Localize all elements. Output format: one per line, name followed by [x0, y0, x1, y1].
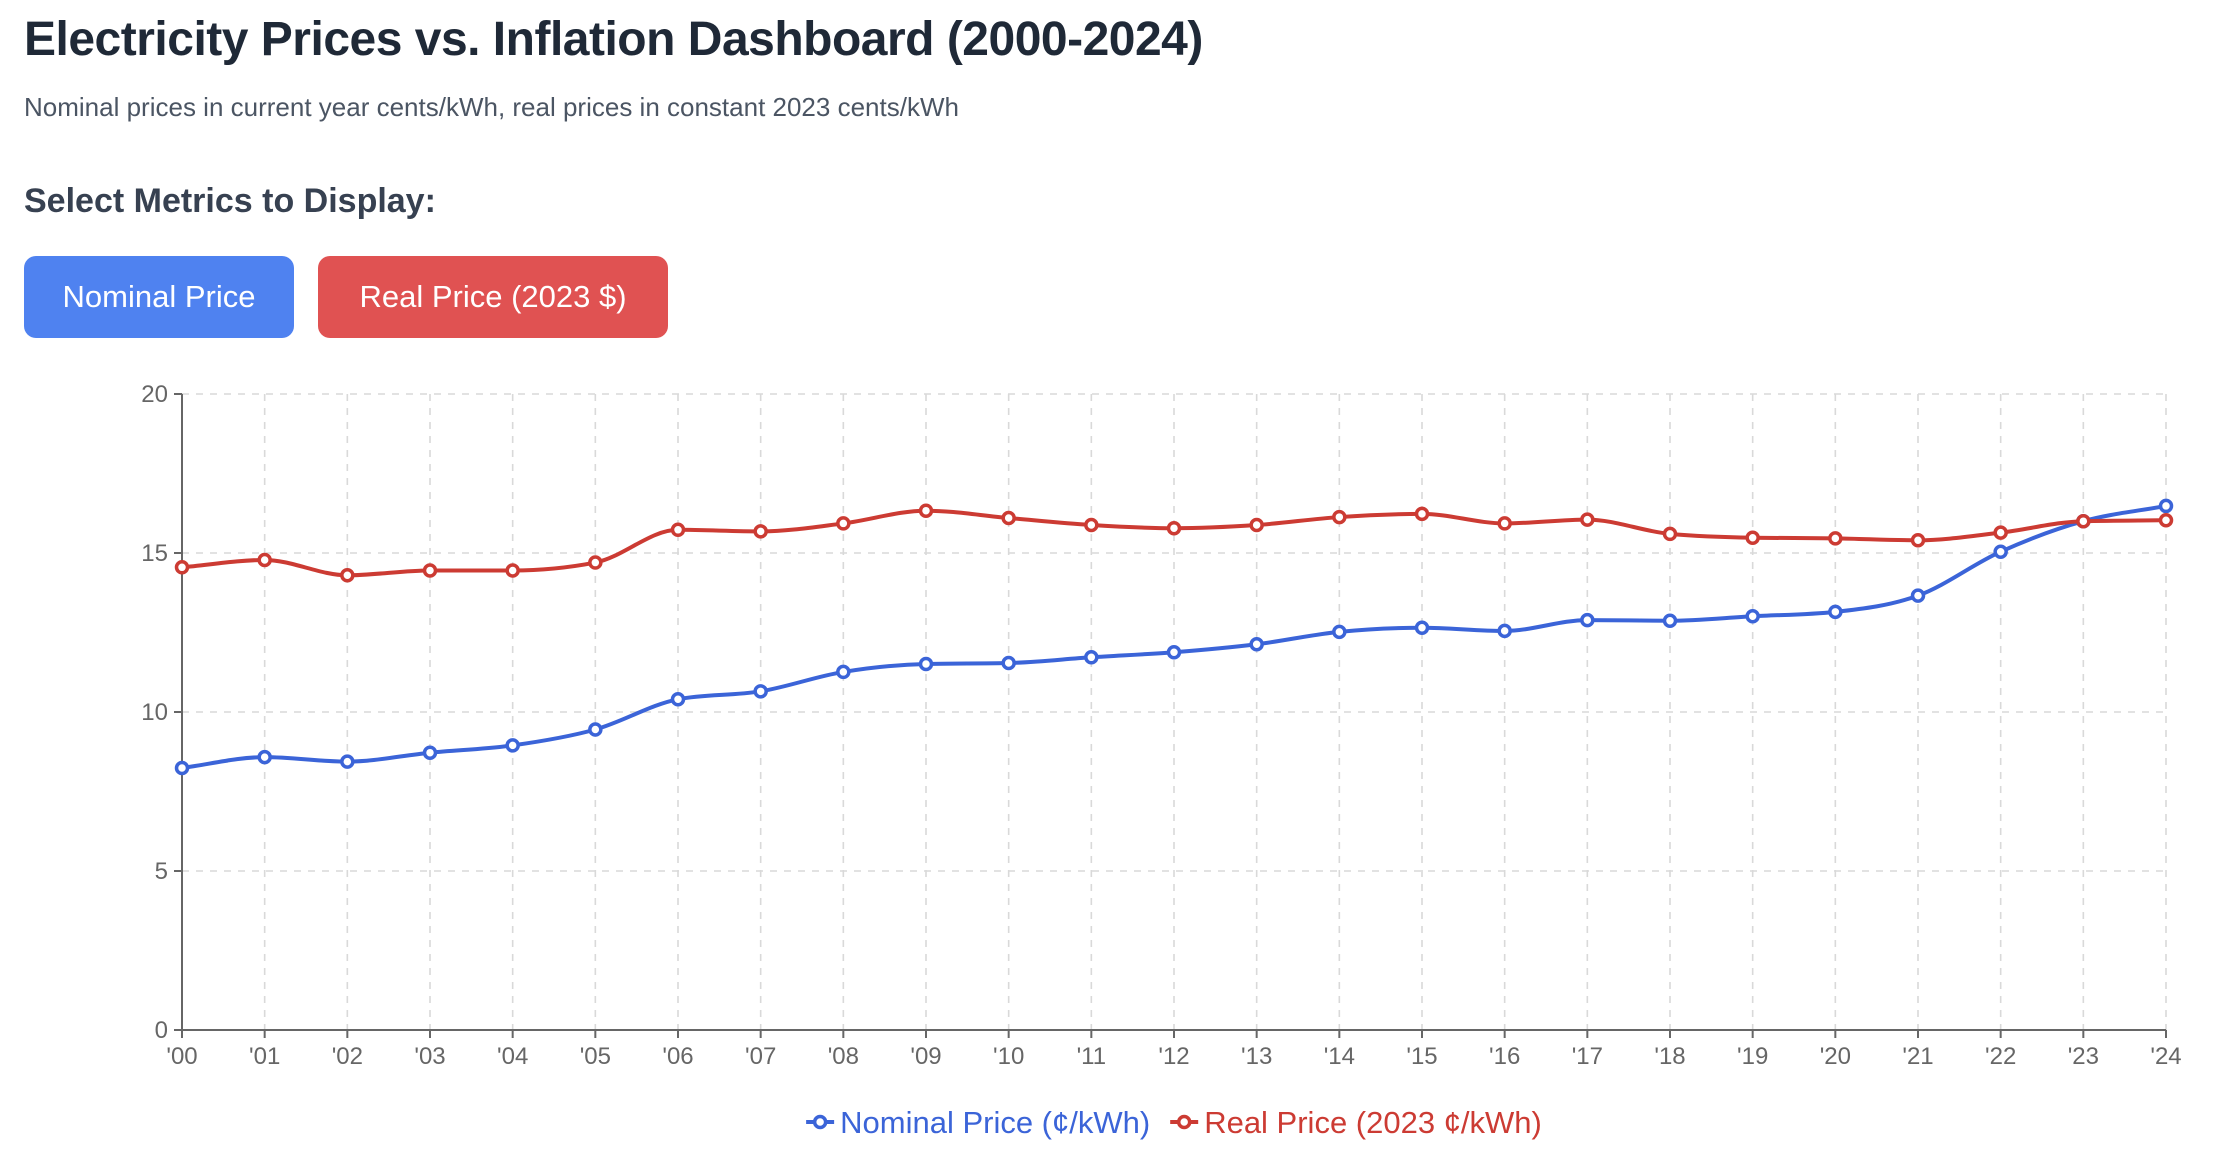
data-point[interactable] [422, 745, 438, 760]
x-tick-label: '03 [414, 1043, 445, 1070]
x-tick-label: '05 [580, 1043, 611, 1070]
data-point[interactable] [1580, 612, 1595, 628]
series-real-price [174, 503, 2174, 583]
data-point[interactable] [1001, 655, 1016, 671]
legend-marker-icon [812, 1114, 828, 1130]
x-tick-label: '20 [1820, 1043, 1851, 1070]
price-line-chart: 0 5 10 15 20 '00 '01 '02 '03 '04 '05 '06 '07 '08 '09 '1… [141, 381, 2181, 1140]
x-tick-label: '21 [1902, 1043, 1933, 1070]
data-point[interactable] [1910, 533, 1926, 548]
data-point[interactable] [1993, 525, 2008, 540]
data-point[interactable] [836, 516, 851, 531]
data-point[interactable] [1332, 509, 1347, 525]
data-point[interactable] [1166, 520, 1182, 536]
x-tick-label: '24 [2150, 1043, 2181, 1070]
legend-label: Real Price (2023 ¢/kWh) [1204, 1105, 1542, 1140]
x-tick-label: '14 [1324, 1043, 1355, 1070]
nominal-price-toggle-button[interactable]: Nominal Price [24, 256, 294, 338]
data-point[interactable] [2076, 513, 2091, 529]
data-point[interactable] [257, 749, 272, 765]
x-tick-label: '08 [828, 1043, 859, 1070]
x-tick-label: '12 [1158, 1043, 1189, 1070]
data-point[interactable] [1497, 623, 1512, 639]
x-tick-label: '04 [497, 1043, 528, 1070]
data-point[interactable] [1249, 517, 1264, 533]
real-price-toggle-button[interactable]: Real Price (2023 $) [318, 256, 668, 338]
x-tick-label: '02 [332, 1043, 363, 1070]
y-tick-label: 5 [155, 858, 168, 885]
data-point[interactable] [753, 524, 768, 539]
y-tick-label: 20 [141, 381, 168, 408]
x-tick-label: '15 [1406, 1043, 1437, 1070]
data-point[interactable] [174, 760, 190, 776]
y-tick-label: 0 [155, 1017, 168, 1044]
data-point[interactable] [1084, 650, 1099, 665]
x-tick-label: '06 [662, 1043, 693, 1070]
x-tick-label: '11 [1077, 1043, 1107, 1070]
chart-axes: 0 5 10 15 20 '00 '01 '02 '03 '04 '05 '06 '07 '08 '09 '1… [141, 381, 2181, 1070]
data-point[interactable] [588, 722, 603, 737]
data-point[interactable] [2158, 498, 2174, 514]
data-point[interactable] [1332, 624, 1347, 640]
data-point[interactable] [1001, 510, 1016, 526]
data-point[interactable] [918, 656, 934, 672]
x-tick-label: '07 [745, 1043, 776, 1070]
x-tick-label: '00 [166, 1043, 197, 1070]
chart-grid [182, 393, 2167, 1030]
data-point[interactable] [340, 568, 355, 583]
data-point[interactable] [1497, 516, 1512, 531]
data-point[interactable] [753, 684, 768, 699]
data-point[interactable] [2158, 512, 2174, 528]
legend-item-nominal-price[interactable]: Nominal Price (¢/kWh) [806, 1105, 1150, 1140]
data-point[interactable] [670, 522, 686, 538]
chart-legend[interactable]: Nominal Price (¢/kWh) Real Price (2023 ¢/… [806, 1105, 1542, 1140]
x-tick-label: '18 [1654, 1043, 1685, 1070]
x-tick-label: '19 [1737, 1043, 1768, 1070]
legend-item-real-price[interactable]: Real Price (2023 ¢/kWh) [1170, 1105, 1542, 1140]
data-point[interactable] [1745, 530, 1760, 545]
dashboard-page: Electricity Prices vs. Inflation Dashboa… [24, 0, 2196, 1164]
data-point[interactable] [1414, 506, 1430, 522]
data-point[interactable] [1414, 620, 1430, 635]
y-tick-label: 10 [141, 699, 168, 726]
x-tick-label: '23 [2068, 1043, 2099, 1070]
data-point[interactable] [1166, 644, 1182, 660]
data-point[interactable] [1993, 544, 2008, 559]
data-point[interactable] [257, 552, 272, 568]
data-point[interactable] [174, 560, 190, 575]
page-title: Electricity Prices vs. Inflation Dashboa… [24, 13, 1203, 66]
data-point[interactable] [836, 664, 851, 680]
x-tick-label: '16 [1489, 1043, 1520, 1070]
data-point[interactable] [422, 563, 438, 578]
data-point[interactable] [1249, 637, 1264, 652]
data-point[interactable] [588, 555, 603, 570]
data-point[interactable] [918, 503, 934, 518]
metrics-heading: Select Metrics to Display: [24, 182, 436, 220]
y-tick-label: 15 [141, 540, 168, 567]
data-point[interactable] [1745, 609, 1760, 624]
data-point[interactable] [505, 563, 520, 578]
legend-label: Nominal Price (¢/kWh) [840, 1105, 1150, 1140]
x-tick-label: '13 [1241, 1043, 1272, 1070]
x-tick-label: '17 [1572, 1043, 1603, 1070]
x-tick-label: '09 [910, 1043, 941, 1070]
page-subtitle: Nominal prices in current year cents/kWh… [24, 92, 959, 122]
data-point[interactable] [1662, 613, 1678, 628]
x-tick-label: '22 [1985, 1043, 2016, 1070]
data-point[interactable] [1910, 588, 1926, 603]
legend-marker-icon [1176, 1114, 1192, 1130]
data-point[interactable] [1662, 526, 1678, 542]
series-nominal-price [174, 498, 2174, 776]
data-point[interactable] [1828, 531, 1843, 546]
data-point[interactable] [1828, 604, 1843, 620]
x-tick-label: '01 [249, 1043, 280, 1070]
data-point[interactable] [505, 738, 520, 753]
data-point[interactable] [1084, 517, 1099, 533]
data-point[interactable] [670, 692, 686, 707]
chart-series [174, 498, 2174, 776]
data-point[interactable] [1580, 512, 1595, 527]
x-tick-label: '10 [993, 1043, 1024, 1070]
data-point[interactable] [340, 754, 355, 769]
